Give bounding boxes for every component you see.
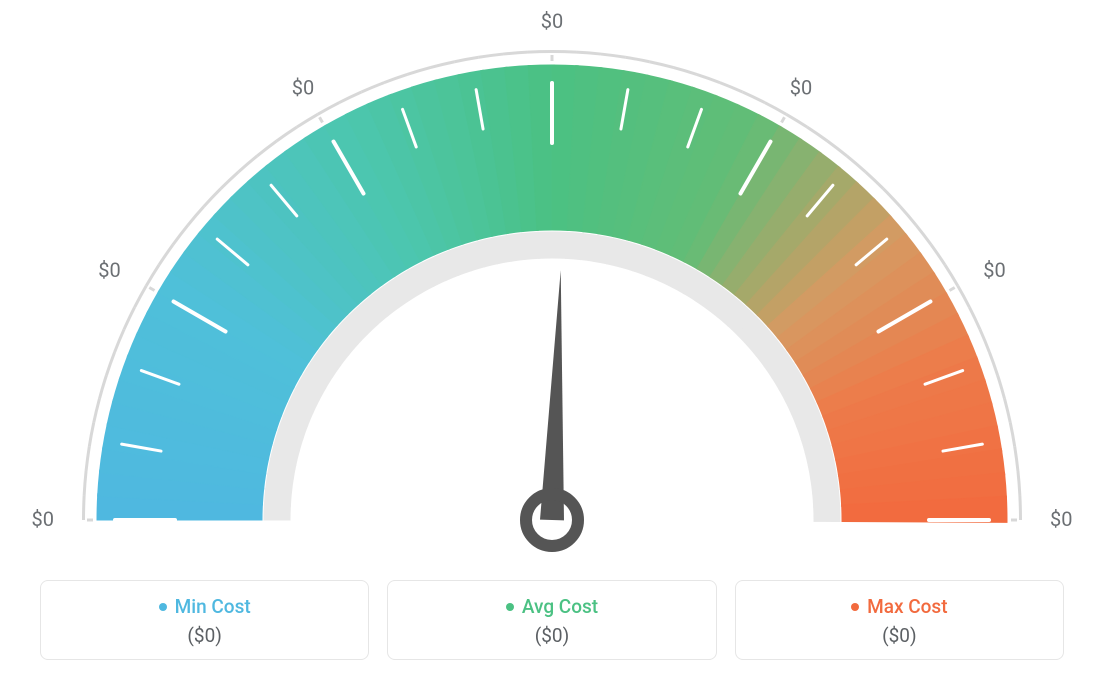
gauge-outer-ring bbox=[719, 81, 743, 93]
gauge-major-tick bbox=[320, 117, 323, 122]
gauge-outer-ring bbox=[105, 352, 116, 376]
gauge-outer-ring bbox=[113, 329, 125, 353]
gauge-outer-ring bbox=[527, 50, 552, 54]
gauge-outer-ring bbox=[133, 285, 147, 308]
gauge-outer-ring bbox=[864, 171, 884, 190]
gauge-outer-ring bbox=[552, 50, 577, 54]
gauge-outer-ring bbox=[806, 126, 828, 142]
legend-value: ($0) bbox=[746, 624, 1053, 647]
gauge-outer-ring bbox=[83, 471, 88, 496]
legend-value: ($0) bbox=[398, 624, 705, 647]
gauge-tick-label: $0 bbox=[98, 258, 120, 282]
gauge-outer-ring bbox=[123, 307, 136, 330]
gauge-outer-ring bbox=[1016, 471, 1021, 496]
gauge-outer-ring bbox=[92, 398, 101, 423]
gauge-outer-ring bbox=[296, 113, 318, 128]
gauge-outer-ring bbox=[576, 51, 601, 56]
gauge-outer-ring bbox=[339, 91, 362, 104]
legend-value: ($0) bbox=[51, 624, 358, 647]
gauge-tick-label: $0 bbox=[541, 9, 563, 33]
gauge-outer-ring bbox=[649, 60, 674, 69]
gauge-outer-ring bbox=[276, 126, 298, 142]
gauge-tick-label: $0 bbox=[292, 76, 314, 100]
gauge-outer-ring bbox=[172, 224, 189, 245]
gauge-outer-ring bbox=[454, 56, 479, 63]
gauge-outer-ring bbox=[944, 264, 959, 286]
cost-gauge-infographic: { "gauge": { "type": "gauge", "tick_labe… bbox=[0, 0, 1104, 690]
gauge-outer-ring bbox=[742, 91, 765, 104]
gauge-outer-ring bbox=[407, 66, 431, 76]
gauge-major-tick bbox=[950, 288, 955, 291]
gauge-outer-ring bbox=[88, 422, 95, 447]
gauge-tick-label: $0 bbox=[1050, 507, 1072, 531]
gauge-outer-ring bbox=[85, 446, 91, 471]
gauge-outer-ring bbox=[979, 329, 991, 353]
gauge-outer-ring bbox=[145, 264, 160, 286]
gauge-outer-ring bbox=[696, 73, 720, 84]
gauge-outer-ring bbox=[82, 495, 86, 520]
gauge-outer-ring bbox=[764, 101, 787, 115]
gauge-outer-ring bbox=[846, 155, 867, 173]
gauge-outer-ring bbox=[98, 375, 108, 399]
gauge-outer-ring bbox=[361, 81, 385, 93]
gauge-outer-ring bbox=[601, 53, 626, 59]
legend-dot-icon bbox=[159, 603, 167, 611]
gauge-outer-ring bbox=[1018, 495, 1022, 520]
gauge-outer-ring bbox=[238, 155, 259, 173]
legend-dot-icon bbox=[851, 603, 859, 611]
legend-card-max: Max Cost ($0) bbox=[735, 580, 1064, 660]
gauge-outer-ring bbox=[899, 206, 917, 227]
legend-row: Min Cost ($0) Avg Cost ($0) Max Cost ($0… bbox=[40, 580, 1064, 660]
gauge-outer-ring bbox=[625, 56, 650, 63]
gauge-outer-ring bbox=[988, 352, 999, 376]
gauge-area: $0 $0 $0 $0 $0 $0 $0 bbox=[0, 0, 1104, 560]
gauge-outer-ring bbox=[256, 140, 277, 157]
gauge-major-tick bbox=[782, 117, 785, 122]
legend-card-avg: Avg Cost ($0) bbox=[387, 580, 716, 660]
legend-label: Min Cost bbox=[175, 595, 251, 618]
gauge-outer-ring bbox=[1013, 446, 1019, 471]
gauge-outer-ring bbox=[996, 375, 1006, 399]
gauge-tick-label: $0 bbox=[790, 76, 812, 100]
legend-label: Max Cost bbox=[867, 595, 947, 618]
gauge-major-tick bbox=[149, 288, 154, 291]
gauge-inner-mask bbox=[814, 505, 840, 522]
gauge-outer-ring bbox=[1009, 422, 1016, 447]
gauge-outer-ring bbox=[203, 188, 222, 208]
legend-label: Avg Cost bbox=[522, 595, 598, 618]
gauge-outer-ring bbox=[673, 66, 697, 76]
legend-title-min: Min Cost bbox=[159, 595, 251, 618]
legend-dot-icon bbox=[506, 603, 514, 611]
gauge-svg: $0 $0 $0 $0 $0 $0 $0 bbox=[0, 0, 1104, 560]
gauge-outer-ring bbox=[187, 206, 205, 227]
gauge-outer-ring bbox=[317, 101, 340, 115]
gauge-outer-ring bbox=[503, 51, 528, 56]
gauge-outer-ring bbox=[882, 188, 901, 208]
gauge-outer-ring bbox=[786, 113, 808, 128]
gauge-outer-ring bbox=[930, 244, 946, 266]
legend-card-min: Min Cost ($0) bbox=[40, 580, 369, 660]
gauge-inner-mask bbox=[537, 232, 554, 258]
gauge-outer-ring bbox=[915, 224, 932, 245]
gauge-outer-ring bbox=[968, 307, 981, 330]
gauge-tick-label: $0 bbox=[983, 258, 1005, 282]
gauge-outer-ring bbox=[220, 171, 240, 190]
gauge-outer-ring bbox=[384, 73, 408, 84]
gauge-tick-label: $0 bbox=[32, 507, 54, 531]
gauge-outer-ring bbox=[826, 140, 847, 157]
legend-title-max: Max Cost bbox=[851, 595, 947, 618]
gauge-needle bbox=[540, 270, 564, 520]
gauge-outer-ring bbox=[956, 285, 970, 308]
gauge-outer-ring bbox=[158, 244, 174, 266]
gauge-outer-ring bbox=[1003, 398, 1012, 423]
legend-title-avg: Avg Cost bbox=[506, 595, 598, 618]
gauge-outer-ring bbox=[478, 53, 503, 59]
gauge-outer-ring bbox=[430, 60, 455, 69]
